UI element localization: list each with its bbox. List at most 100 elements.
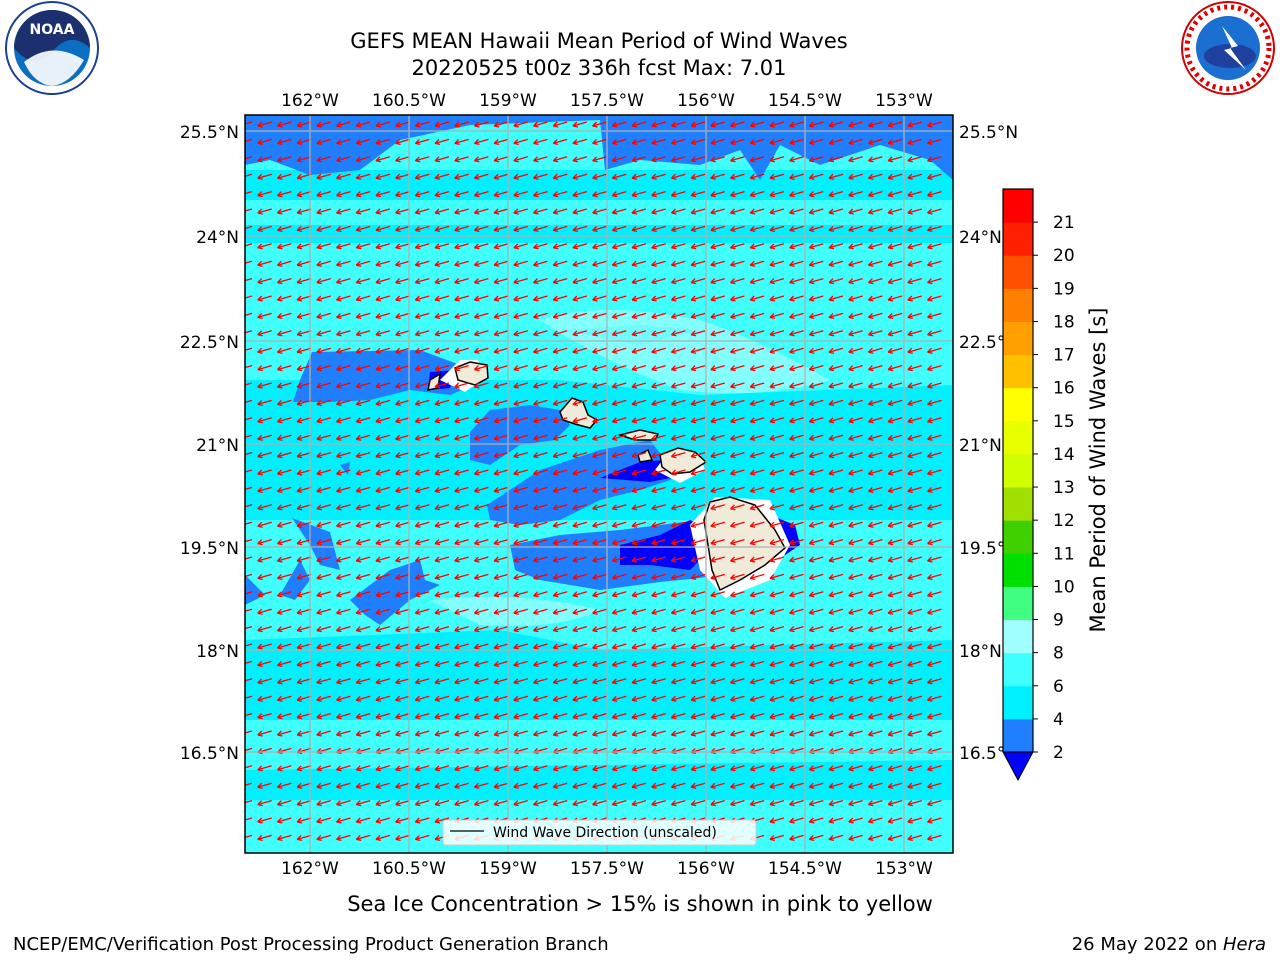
footer-machine: Hera xyxy=(1223,934,1266,955)
wind-wave-arrow xyxy=(848,643,863,650)
wind-wave-arrow xyxy=(513,765,528,772)
wind-wave-arrow xyxy=(316,591,331,598)
wind-wave-arrow xyxy=(769,765,785,772)
wind-wave-arrow xyxy=(257,591,272,598)
wind-wave-arrow xyxy=(592,730,607,737)
wind-wave-arrow xyxy=(848,538,863,546)
wind-wave-arrow xyxy=(493,225,509,233)
wind-wave-arrow xyxy=(749,521,765,528)
wind-wave-arrow xyxy=(572,660,588,668)
wind-wave-arrow xyxy=(710,173,725,180)
wind-wave-arrow xyxy=(414,260,430,267)
wind-wave-arrow xyxy=(355,817,371,824)
map-field xyxy=(245,115,953,853)
wind-wave-arrow xyxy=(572,625,588,633)
wind-wave-arrow xyxy=(611,573,627,581)
wind-wave-arrow xyxy=(533,712,548,720)
wind-wave-arrow xyxy=(867,643,883,650)
wind-wave-arrow xyxy=(355,643,371,650)
wind-wave-arrow xyxy=(533,156,548,163)
wind-wave-arrow xyxy=(296,173,312,180)
wind-wave-arrow xyxy=(907,434,922,441)
wind-wave-arrow xyxy=(848,277,863,285)
islands xyxy=(427,361,786,592)
wind-wave-arrow xyxy=(513,451,528,459)
wind-wave-arrow xyxy=(572,451,588,459)
wind-wave-arrow xyxy=(769,469,785,476)
wind-wave-arrow xyxy=(473,208,489,215)
wind-wave-arrow xyxy=(395,364,410,372)
wind-wave-arrow xyxy=(473,138,489,146)
wind-wave-arrow xyxy=(808,190,824,198)
wind-wave-arrow xyxy=(651,399,666,407)
wind-wave-arrow xyxy=(473,277,489,285)
wind-wave-arrow xyxy=(611,347,627,354)
wind-wave-arrow xyxy=(454,190,469,198)
wind-wave-arrow xyxy=(907,538,922,546)
wind-wave-arrow xyxy=(611,591,627,598)
wind-wave-arrow xyxy=(631,469,647,476)
wind-wave-arrow xyxy=(276,225,292,233)
wind-wave-arrow xyxy=(375,730,391,737)
wind-wave-arrow xyxy=(316,364,331,372)
wind-wave-arrow xyxy=(828,434,844,441)
wind-wave-arrow xyxy=(592,243,607,250)
wind-wave-arrow xyxy=(336,782,351,789)
wind-wave-arrow xyxy=(434,608,450,615)
wind-wave-arrow xyxy=(513,538,528,546)
wind-wave-arrow xyxy=(848,208,863,215)
wind-wave-arrow xyxy=(927,469,942,476)
wind-wave-arrow xyxy=(592,347,607,354)
wind-wave-arrow xyxy=(572,225,588,233)
wind-wave-arrow xyxy=(848,486,863,494)
wind-wave-arrow xyxy=(355,782,371,789)
wind-wave-arrow xyxy=(808,399,824,407)
wind-wave-arrow xyxy=(887,295,903,302)
wind-wave-arrow xyxy=(730,399,745,407)
wind-wave-arrow xyxy=(848,799,863,807)
wind-wave-arrow xyxy=(296,782,312,789)
wind-wave-arrow xyxy=(454,156,469,163)
wind-wave-arrow xyxy=(454,451,469,459)
wind-wave-arrow xyxy=(789,138,804,146)
wind-wave-arrow xyxy=(257,799,272,807)
wind-wave-arrow xyxy=(808,208,824,215)
wind-wave-arrow xyxy=(808,121,824,128)
wind-wave-arrow xyxy=(454,573,469,581)
wind-wave-arrow xyxy=(414,521,430,528)
wind-wave-arrow xyxy=(336,243,351,250)
wind-wave-arrow xyxy=(710,434,725,441)
wind-wave-arrow xyxy=(848,556,863,563)
wind-wave-arrow xyxy=(769,817,785,824)
wind-wave-arrow xyxy=(454,521,469,528)
wind-wave-arrow xyxy=(572,521,588,528)
wind-wave-arrow xyxy=(355,765,371,772)
wind-wave-arrow xyxy=(789,695,804,702)
wind-wave-arrow xyxy=(789,730,804,737)
wind-wave-arrow xyxy=(533,382,548,389)
wind-wave-arrow xyxy=(651,173,666,180)
wind-wave-arrow xyxy=(848,399,863,407)
wind-wave-arrow xyxy=(276,208,292,215)
wind-wave-arrow xyxy=(867,608,883,615)
wind-wave-arrow xyxy=(572,782,588,789)
wind-wave-arrow xyxy=(414,190,430,198)
wind-wave-arrow xyxy=(355,399,371,407)
wind-wave-arrow xyxy=(848,382,863,389)
wind-wave-arrow xyxy=(631,295,647,302)
wind-wave-arrow xyxy=(414,156,430,163)
wind-wave-arrow xyxy=(651,538,666,546)
wind-wave-arrow xyxy=(336,208,351,215)
wind-wave-arrow xyxy=(434,469,450,476)
lat-tick-label: 18°N xyxy=(196,642,239,662)
wind-wave-arrow xyxy=(552,660,568,668)
wind-wave-arrow xyxy=(789,260,804,267)
wind-wave-arrow xyxy=(414,730,430,737)
wind-wave-arrow xyxy=(927,556,942,563)
wind-wave-arrow xyxy=(375,538,391,546)
wind-wave-arrow xyxy=(473,712,489,720)
colorbar-segment xyxy=(1003,619,1033,654)
wind-wave-arrow xyxy=(730,521,745,528)
colorbar-label: Mean Period of Wind Waves [s] xyxy=(1086,308,1110,633)
wind-wave-arrow xyxy=(828,277,844,285)
